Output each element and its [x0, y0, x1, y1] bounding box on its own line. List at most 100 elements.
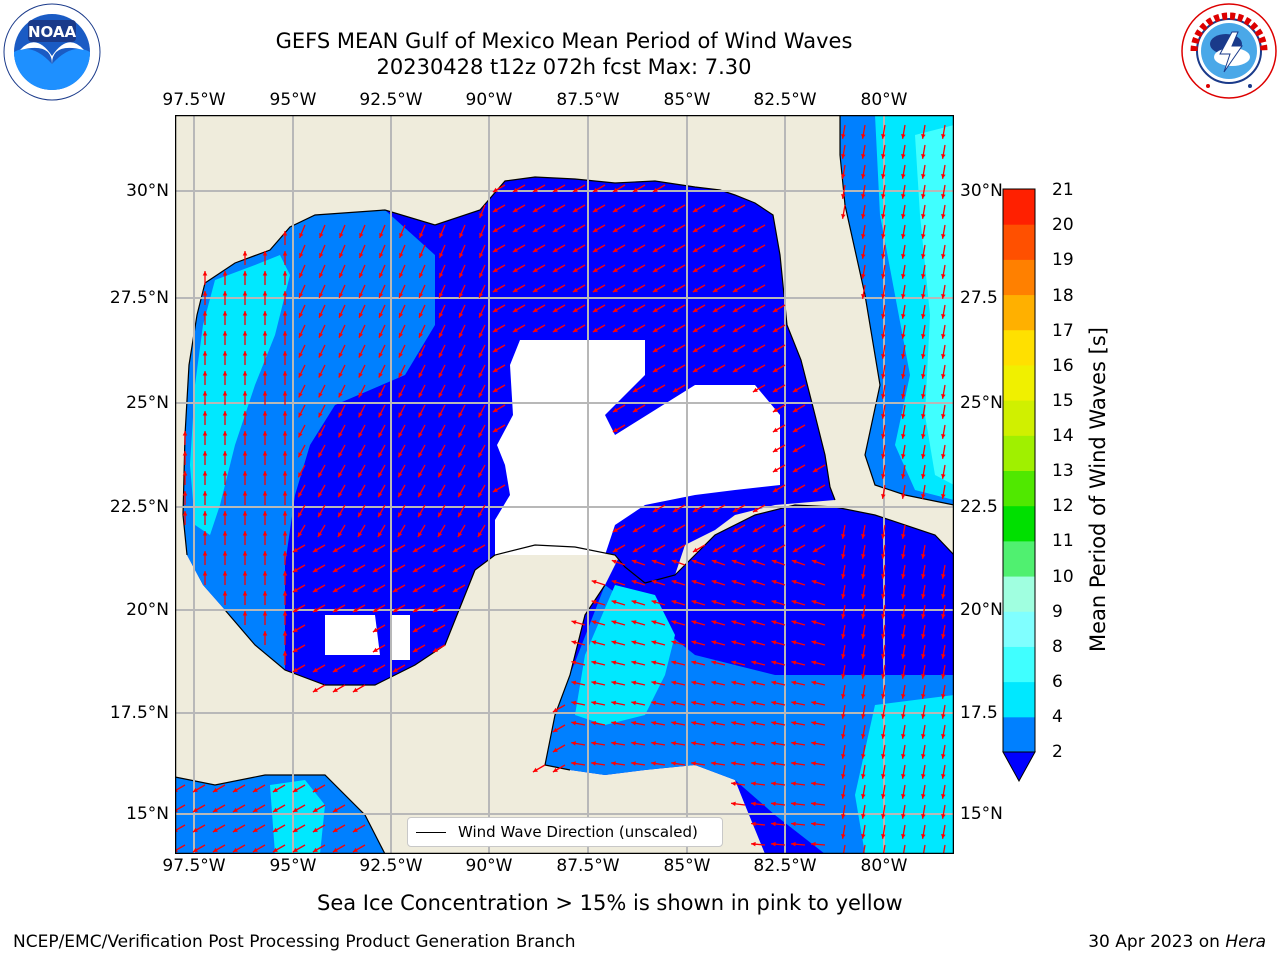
wind-arrow-head: [512, 267, 518, 272]
wind-arrow-head: [398, 512, 403, 518]
wind-arrow-head: [359, 252, 364, 258]
wind-arrow-head: [339, 252, 344, 258]
wind-arrow-head: [337, 532, 343, 538]
wind-arrow-head: [438, 512, 443, 518]
wind-arrow-head: [372, 647, 378, 652]
wind-arrow-head: [841, 794, 846, 799]
colorbar-segment: [1003, 364, 1035, 401]
wind-arrow-head: [458, 432, 463, 438]
wind-arrow-head: [332, 827, 338, 832]
wind-arrow-head: [861, 794, 866, 799]
wind-arrow-head: [692, 507, 698, 512]
wind-arrow-head: [711, 579, 717, 585]
wind-arrow-head: [398, 352, 403, 358]
wind-arrow-head: [841, 154, 846, 159]
wind-arrow-head: [398, 412, 403, 418]
wind-arrow-head: [591, 761, 596, 766]
wind-arrow-head: [941, 614, 946, 619]
wind-arrow-head: [222, 571, 228, 576]
lon-tick-bottom: 82.5°W: [753, 856, 817, 876]
wind-arrow-head: [881, 734, 886, 739]
wind-arrow-head: [532, 247, 538, 252]
wind-arrow-head: [712, 547, 718, 552]
wind-arrow-head: [941, 354, 946, 359]
wind-arrow-head: [292, 787, 298, 792]
wind-arrow-head: [262, 491, 268, 496]
colorbar-segment: [1003, 189, 1035, 225]
wind-arrow-head: [282, 271, 288, 276]
wind-arrow-head: [881, 294, 886, 299]
wind-arrow-head: [458, 372, 463, 378]
wind-arrow-head: [811, 579, 817, 585]
wind-arrow-head: [692, 267, 698, 272]
wind-arrow-head: [202, 451, 208, 456]
wind-arrow-head: [332, 567, 338, 572]
wind-arrow-head: [282, 451, 288, 456]
wind-arrow-head: [478, 452, 483, 458]
wind-arrow-head: [352, 667, 358, 672]
wind-arrow-head: [458, 512, 463, 518]
wind-arrow-head: [861, 754, 866, 759]
lon-tick-top: 97.5°W: [162, 90, 226, 110]
wind-arrow-head: [712, 327, 718, 332]
wind-arrow-head: [921, 234, 926, 239]
wind-arrow-head: [222, 411, 228, 416]
wind-arrow-head: [861, 714, 866, 719]
wind-arrow-head: [861, 734, 866, 739]
wind-arrow-head: [751, 559, 757, 564]
wind-arrow-head: [591, 741, 596, 746]
wind-arrow-head: [631, 721, 637, 726]
wind-arrow-head: [941, 314, 946, 319]
wind-arrow-head: [297, 532, 303, 538]
wind-arrow-head: [222, 271, 228, 276]
wind-arrow-head: [901, 634, 906, 639]
wind-arrow-head: [612, 287, 618, 292]
wind-arrow-head: [771, 801, 776, 807]
wind-arrow-head: [478, 372, 483, 378]
wind-arrow-head: [399, 272, 404, 278]
wind-arrow-head: [592, 327, 598, 332]
wind-arrow-head: [611, 660, 617, 665]
wind-arrow-head: [298, 452, 303, 458]
wind-arrow-head: [671, 761, 676, 766]
wind-arrow-head: [652, 287, 658, 292]
wind-arrow-head: [358, 472, 363, 478]
wind-arrow-head: [192, 787, 198, 792]
wind-arrow-head: [732, 507, 738, 512]
wind-arrow-head: [691, 680, 697, 686]
wind-arrow-head: [811, 841, 816, 847]
wind-arrow-head: [811, 660, 817, 665]
wind-arrow-head: [552, 207, 558, 212]
wind-arrow-head: [282, 411, 288, 416]
colorbar-tick: 11: [1052, 531, 1074, 551]
wind-arrow-head: [392, 667, 398, 672]
wind-arrow-head: [881, 354, 886, 359]
wind-arrow-head: [692, 547, 698, 552]
lon-tick-top: 82.5°W: [753, 90, 817, 110]
wind-arrow-head: [632, 187, 638, 192]
lon-tick-top: 80°W: [860, 90, 908, 110]
wind-arrow-head: [262, 511, 268, 516]
wind-arrow-head: [731, 559, 737, 564]
wind-arrow-head: [612, 267, 618, 272]
wind-arrow-head: [478, 472, 483, 478]
lat-tick-left: 17.5°N: [109, 703, 169, 723]
wind-arrow-head: [921, 294, 926, 299]
wind-arrow-head: [691, 741, 696, 746]
wind-arrow-head: [841, 194, 846, 199]
wind-arrow-head: [941, 694, 946, 699]
wind-arrow-head: [262, 291, 268, 296]
wind-arrow-head: [631, 741, 636, 746]
wind-arrow-head: [242, 371, 248, 376]
wind-arrow-head: [771, 781, 776, 786]
wind-arrow-head: [611, 761, 616, 766]
wind-arrow-head: [332, 687, 338, 692]
wind-arrow-head: [242, 311, 248, 316]
wind-arrow-head: [478, 392, 483, 398]
lon-tick-bottom: 80°W: [860, 856, 908, 876]
wind-arrow-head: [552, 747, 558, 752]
wind-arrow-head: [242, 271, 248, 276]
wind-arrow-head: [252, 847, 258, 852]
no-data-region: [495, 340, 780, 555]
wind-arrow-head: [671, 680, 677, 686]
